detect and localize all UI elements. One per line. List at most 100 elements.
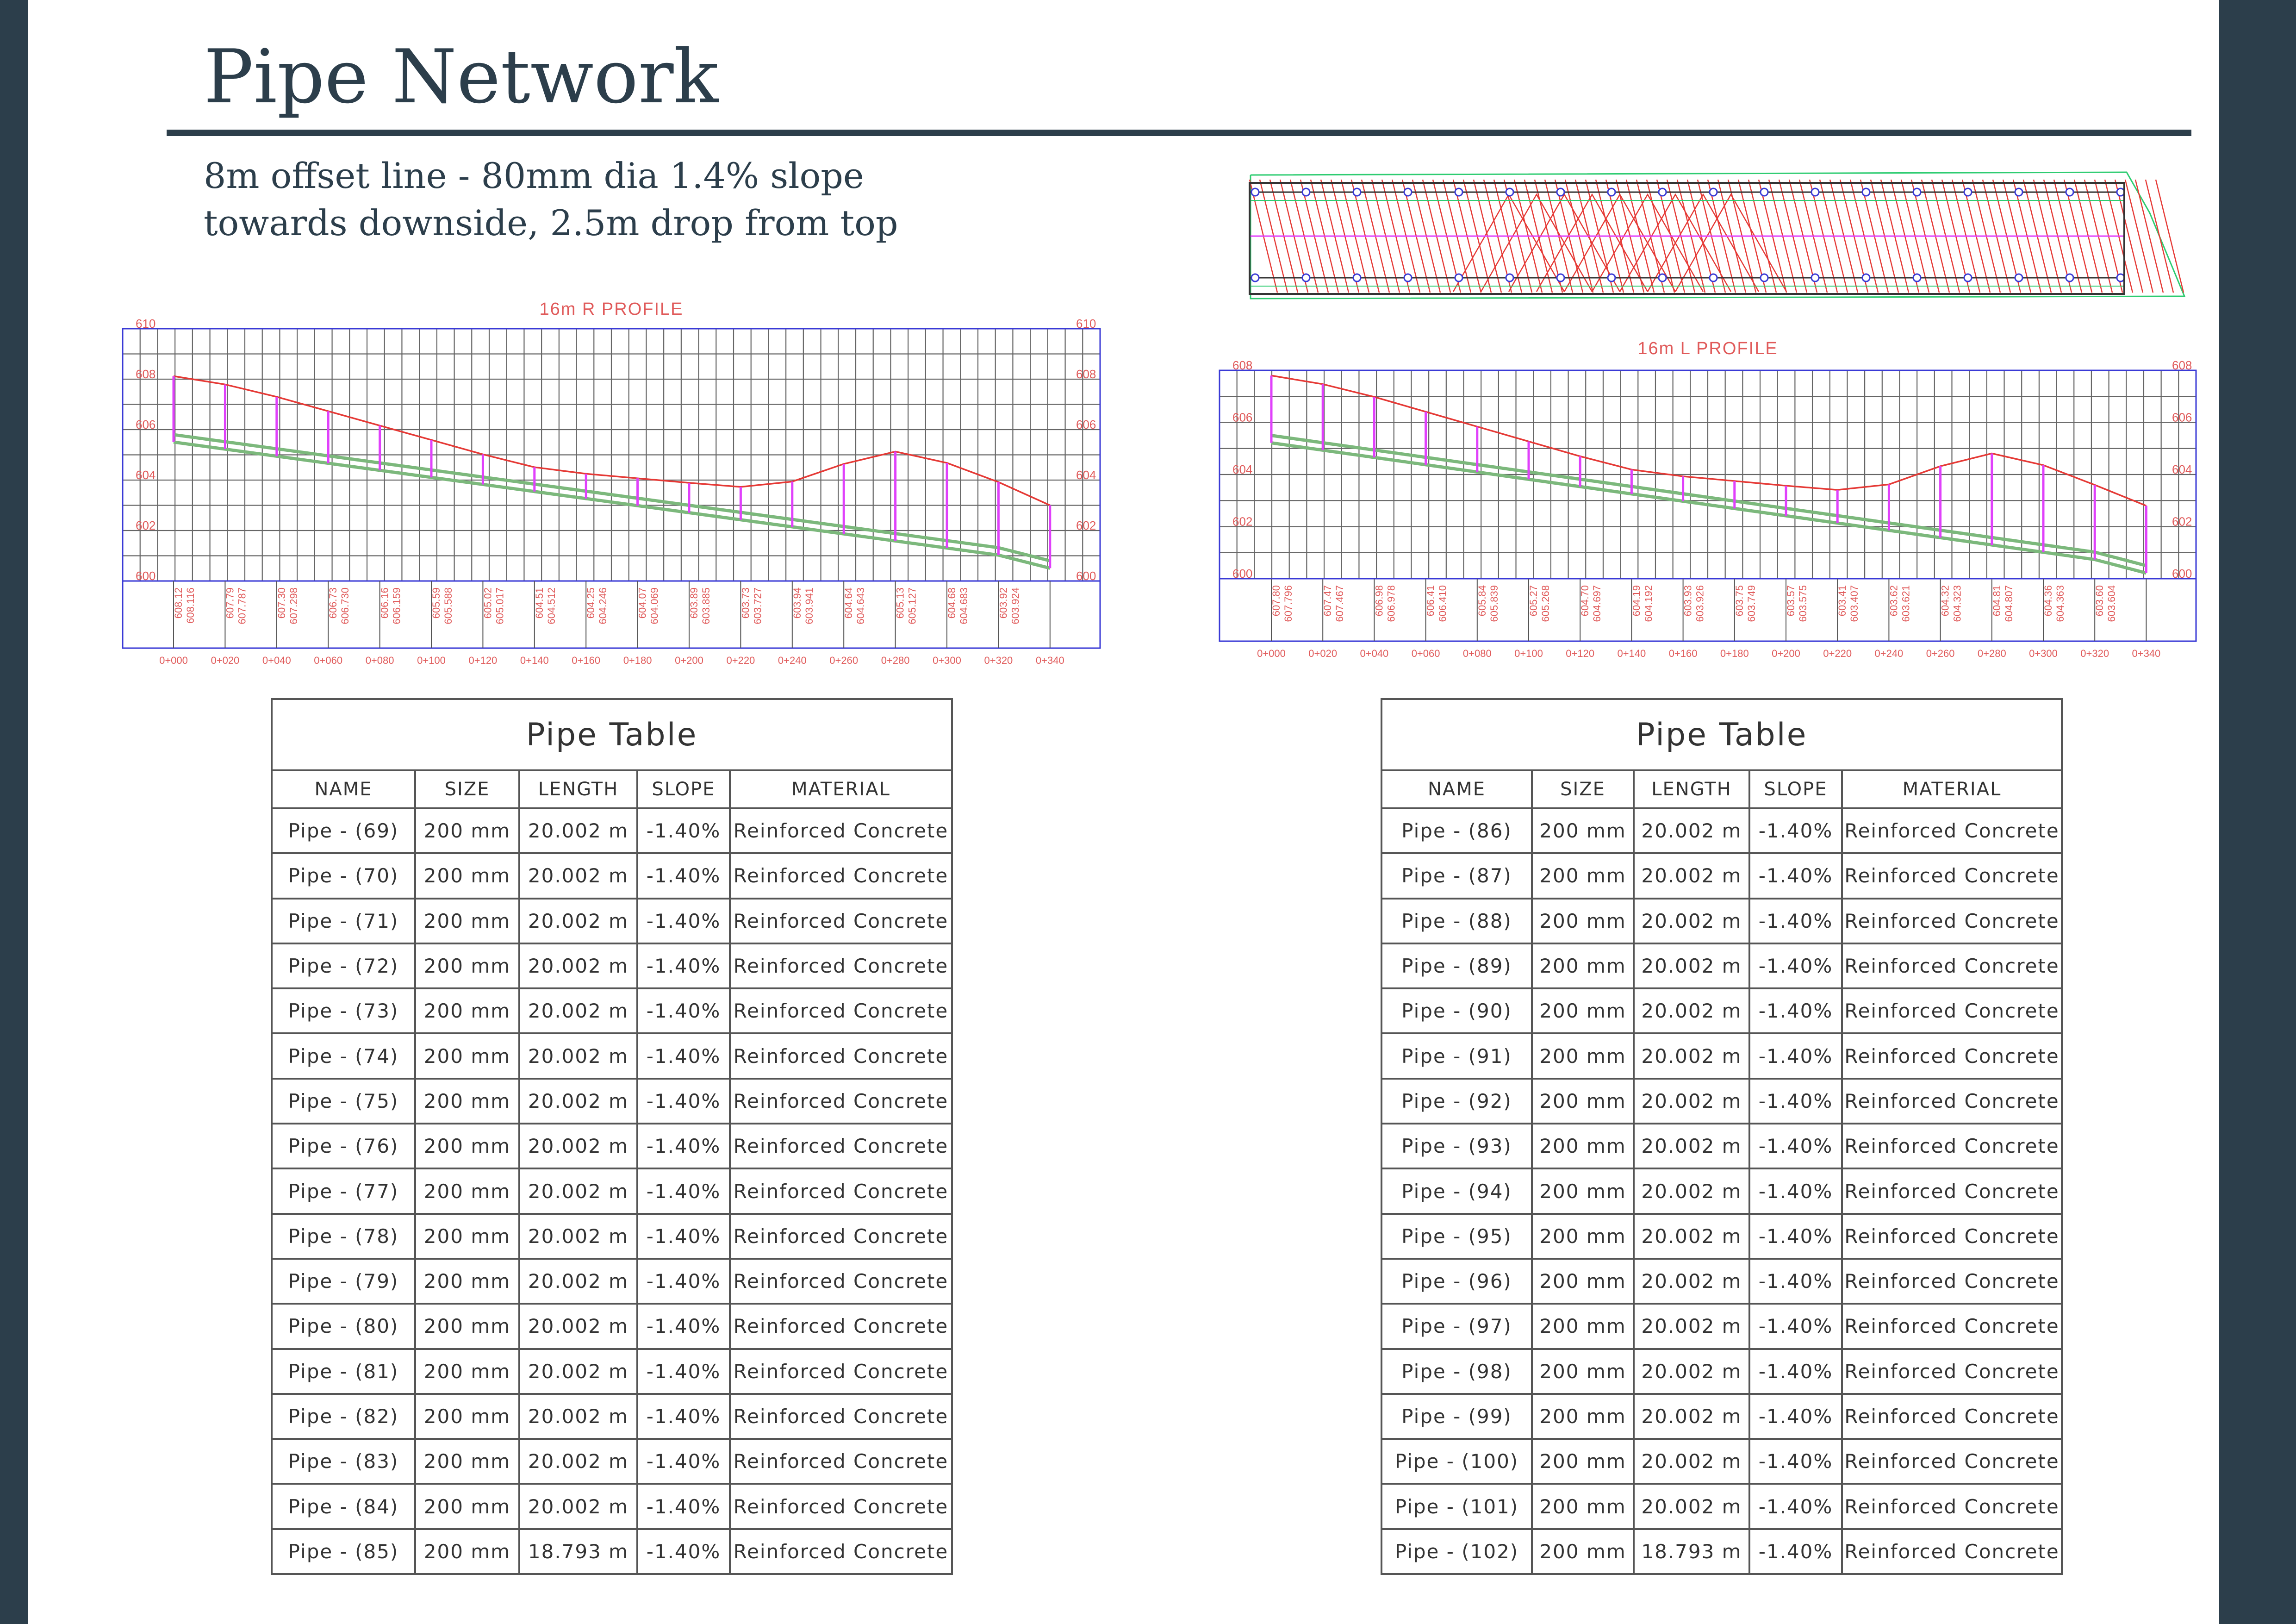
plan-manhole (1505, 273, 1514, 282)
cell-length: 20.002 m (518, 1393, 638, 1440)
invert-level-label: 607.298 (288, 587, 299, 625)
ground-level-label: 605.84 (1476, 585, 1488, 616)
cell-length: 20.002 m (1633, 1438, 1750, 1485)
ground-level-label: 606.41 (1425, 585, 1437, 616)
station-label: 0+100 (1514, 648, 1543, 659)
y-axis-label-left: 606 (1232, 411, 1252, 425)
station-label: 0+120 (469, 655, 498, 666)
cell-size: 200 mm (414, 1032, 520, 1080)
cell-length: 20.002 m (518, 1123, 638, 1170)
cell-size: 200 mm (1531, 1168, 1635, 1215)
station-label: 0+080 (366, 655, 394, 666)
hatch-chevron (1480, 193, 1593, 292)
cell-name: Pipe - (97) (1381, 1303, 1533, 1350)
table-row: Pipe - (90) 200 mm 20.002 m -1.40% Reinforce… (1381, 987, 2063, 1035)
cell-size: 200 mm (414, 1303, 520, 1350)
table-row: Pipe - (72) 200 mm 20.002 m -1.40% Reinforce… (271, 942, 953, 990)
hatch-line (2124, 179, 2154, 293)
cell-name: Pipe - (87) (1381, 852, 1533, 899)
plan-manhole (1505, 187, 1514, 197)
cell-slope: -1.40% (636, 1123, 731, 1170)
invert-level-label: 606.730 (339, 587, 351, 625)
cell-slope: -1.40% (636, 897, 731, 944)
invert-level-label: 605.017 (494, 587, 505, 625)
cell-length: 20.002 m (1633, 1303, 1750, 1350)
station-label: 0+100 (417, 655, 446, 666)
invert-level-label: 604.683 (958, 587, 970, 625)
y-axis-label-left: 604 (136, 468, 156, 482)
table-row: Pipe - (70) 200 mm 20.002 m -1.40% Reinforce… (271, 852, 953, 899)
ground-level-label: 607.30 (276, 587, 287, 618)
ground-level-label: 603.41 (1836, 585, 1848, 616)
plan-manhole (1403, 273, 1412, 282)
cell-material: Reinforced Concrete (1841, 1303, 2063, 1350)
cell-slope: -1.40% (1748, 807, 1843, 855)
cell-name: Pipe - (92) (1381, 1077, 1533, 1125)
cell-size: 200 mm (1531, 1483, 1635, 1530)
cell-slope: -1.40% (636, 1032, 731, 1080)
column-header-size: SIZE (1531, 769, 1635, 809)
cell-length: 20.002 m (1633, 987, 1750, 1035)
table-caption: Pipe Table (270, 698, 953, 771)
title-divider (167, 130, 2191, 136)
cell-name: Pipe - (90) (1381, 987, 1533, 1035)
cell-material: Reinforced Concrete (728, 1483, 953, 1530)
station-label: 0+280 (1978, 648, 2006, 659)
cell-size: 200 mm (1531, 1032, 1635, 1080)
cell-length: 20.002 m (1633, 942, 1750, 990)
invert-level-label: 607.796 (1282, 585, 1294, 622)
cell-slope: -1.40% (1748, 1123, 1843, 1170)
cell-name: Pipe - (89) (1381, 942, 1533, 990)
invert-level-label: 604.697 (1591, 585, 1603, 622)
cell-slope: -1.40% (1748, 1438, 1843, 1485)
table-caption: Pipe Table (1380, 698, 2063, 771)
cell-name: Pipe - (102) (1381, 1528, 1533, 1575)
invert-level-label: 607.787 (236, 587, 248, 625)
cell-length: 20.002 m (1633, 897, 1750, 944)
y-axis-label-right: 606 (2172, 411, 2192, 425)
plan-manhole (2116, 187, 2125, 197)
cell-material: Reinforced Concrete (728, 1257, 953, 1305)
cell-size: 200 mm (1531, 1257, 1635, 1305)
plan-manhole (1454, 187, 1463, 197)
cell-slope: -1.40% (1748, 1212, 1843, 1260)
invert-level-label: 604.807 (2003, 585, 2015, 622)
cell-name: Pipe - (74) (271, 1032, 416, 1080)
table-row: Pipe - (101) 200 mm 20.002 m -1.40% Reinforc… (1381, 1483, 2063, 1530)
plan-manhole (1861, 187, 1871, 197)
y-axis-label-right: 600 (2172, 567, 2192, 581)
cell-material: Reinforced Concrete (1841, 987, 2063, 1035)
invert-level-label: 603.604 (2106, 585, 2117, 622)
cell-size: 200 mm (414, 1077, 520, 1125)
cell-name: Pipe - (96) (1381, 1257, 1533, 1305)
plan-manhole (1251, 187, 1260, 197)
station-label: 0+000 (159, 655, 188, 666)
station-label: 0+240 (1875, 648, 1904, 659)
plan-manhole (1811, 187, 1820, 197)
cell-name: Pipe - (71) (271, 897, 416, 944)
cell-length: 20.002 m (1633, 1212, 1750, 1260)
cell-name: Pipe - (84) (271, 1483, 416, 1530)
cell-name: Pipe - (77) (271, 1168, 416, 1215)
y-axis-label-right: 602 (2172, 515, 2192, 529)
invert-level-label: 603.941 (803, 587, 815, 625)
cell-length: 20.002 m (518, 1257, 638, 1305)
pipe-line-bottom (1271, 441, 2147, 575)
cell-name: Pipe - (93) (1381, 1123, 1533, 1170)
cell-slope: -1.40% (1748, 1077, 1843, 1125)
cell-length: 20.002 m (518, 942, 638, 990)
table-row: Pipe - (71) 200 mm 20.002 m -1.40% Reinforce… (271, 897, 953, 944)
ground-level-label: 607.47 (1322, 585, 1333, 616)
cell-material: Reinforced Concrete (1841, 1348, 2063, 1395)
invert-level-label: 604.512 (546, 587, 557, 625)
y-axis-label-right: 600 (1076, 569, 1096, 583)
ground-level-label: 605.59 (430, 587, 442, 618)
invert-level-label: 603.407 (1848, 585, 1860, 622)
plan-manhole (1658, 187, 1667, 197)
ground-level-label: 603.93 (1682, 585, 1694, 616)
plan-manhole (1709, 273, 1718, 282)
cell-material: Reinforced Concrete (1841, 897, 2063, 944)
cell-size: 200 mm (1531, 1212, 1635, 1260)
hatch-chevron (1674, 193, 1787, 292)
cell-name: Pipe - (98) (1381, 1348, 1533, 1395)
